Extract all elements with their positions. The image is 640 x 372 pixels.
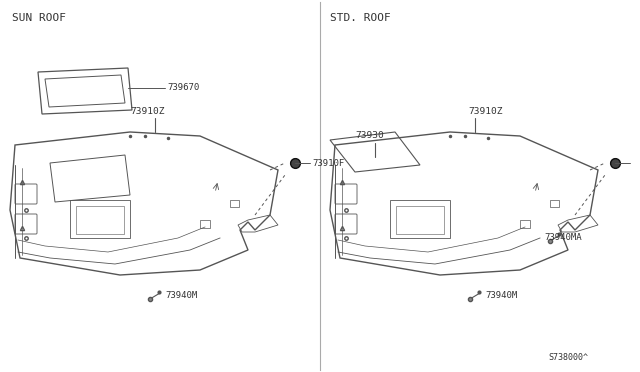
Text: 73930: 73930 (355, 131, 384, 141)
Text: 73940M: 73940M (485, 291, 517, 299)
Text: STD. ROOF: STD. ROOF (330, 13, 391, 23)
Bar (70, 200, 130, 238)
Text: 73940M: 73940M (165, 291, 197, 299)
Text: S738000^: S738000^ (548, 353, 588, 362)
Bar (396, 206, 444, 234)
Text: 73910Z: 73910Z (468, 108, 502, 116)
Circle shape (611, 159, 619, 167)
Bar (76, 206, 124, 234)
Bar (390, 200, 450, 238)
Bar (200, 220, 210, 228)
Bar (520, 220, 530, 228)
Text: 73940MA: 73940MA (544, 232, 582, 241)
Bar (230, 200, 239, 207)
Bar (550, 200, 559, 207)
Text: 73910Z: 73910Z (130, 108, 164, 116)
Text: 73910F: 73910F (312, 158, 344, 167)
Circle shape (291, 159, 299, 167)
Text: 739670: 739670 (167, 83, 199, 93)
Text: SUN ROOF: SUN ROOF (12, 13, 66, 23)
